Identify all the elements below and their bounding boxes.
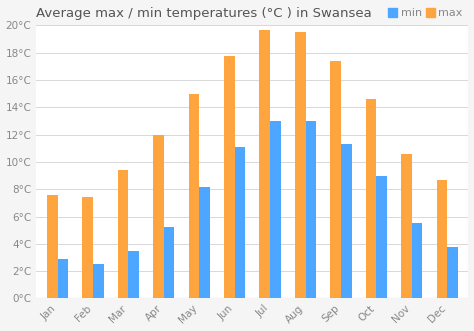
Bar [189,94,199,299]
Legend: min, max: min, max [384,4,467,23]
Bar [412,223,422,299]
Bar [82,197,93,299]
Bar [401,154,412,299]
Bar [330,61,341,299]
Text: Average max / min temperatures (°C ) in Swansea: Average max / min temperatures (°C ) in … [36,7,372,20]
Bar [128,251,139,299]
Bar [235,147,245,299]
Bar [341,144,352,299]
Bar [259,29,270,299]
Bar [376,175,387,299]
Bar [295,32,306,299]
Bar [270,121,281,299]
Bar [57,259,68,299]
Bar [224,56,235,299]
Bar [153,135,164,299]
Bar [164,227,174,299]
Bar [199,186,210,299]
Bar [118,170,128,299]
Bar [306,121,316,299]
Bar [366,99,376,299]
Bar [437,180,447,299]
Bar [47,195,57,299]
Bar [447,247,458,299]
Bar [93,264,104,299]
